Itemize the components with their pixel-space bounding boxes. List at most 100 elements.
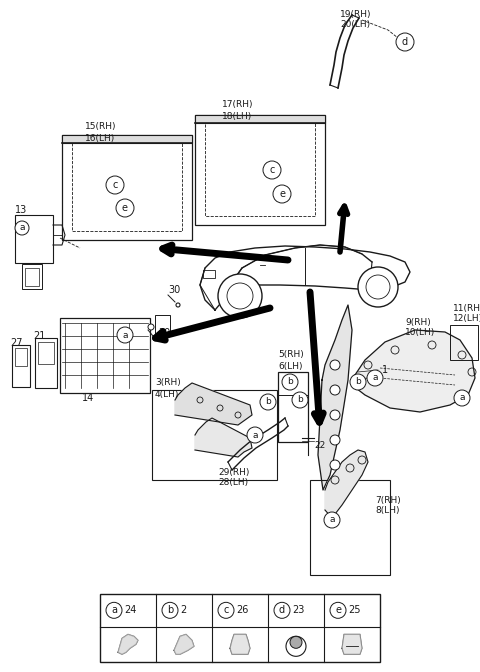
Text: 30: 30 (158, 328, 170, 338)
Text: c: c (112, 180, 118, 190)
Text: 13: 13 (15, 205, 27, 215)
Text: c: c (269, 165, 275, 175)
Circle shape (330, 602, 346, 618)
Text: b: b (265, 398, 271, 407)
Circle shape (396, 33, 414, 51)
Bar (203, 270, 215, 278)
Text: 4(LH): 4(LH) (155, 390, 180, 398)
Circle shape (330, 410, 340, 420)
Text: 28(LH): 28(LH) (218, 478, 248, 487)
Bar (450, 325, 478, 360)
Bar (62, 135, 192, 240)
Text: 27: 27 (10, 338, 23, 348)
Polygon shape (318, 305, 352, 490)
Text: b: b (287, 378, 293, 386)
Text: 24: 24 (124, 605, 136, 616)
Circle shape (15, 221, 29, 235)
Polygon shape (325, 450, 368, 518)
Bar (12, 345, 30, 387)
Bar (278, 372, 308, 442)
Bar (15, 215, 53, 263)
Text: 18(LH): 18(LH) (222, 112, 252, 120)
Text: 2: 2 (180, 605, 186, 616)
Circle shape (273, 185, 291, 203)
Circle shape (218, 602, 234, 618)
Text: a: a (111, 605, 117, 616)
Bar (35, 338, 57, 388)
Text: d: d (402, 37, 408, 47)
Bar (38, 342, 54, 364)
Bar (62, 135, 192, 143)
Bar (152, 390, 277, 480)
Text: a: a (252, 431, 258, 439)
Text: b: b (355, 378, 361, 386)
Text: 23: 23 (292, 605, 304, 616)
Circle shape (330, 435, 340, 445)
Polygon shape (230, 634, 250, 655)
Text: 11(RH): 11(RH) (453, 304, 480, 312)
Text: 1: 1 (382, 365, 388, 375)
Circle shape (358, 267, 398, 307)
Bar (310, 480, 390, 575)
Circle shape (282, 374, 298, 390)
Text: 7(RH): 7(RH) (375, 495, 401, 505)
Circle shape (292, 392, 308, 408)
Text: 19(RH): 19(RH) (340, 9, 372, 19)
Circle shape (148, 324, 154, 330)
Bar (100, 594, 380, 662)
Text: 25: 25 (348, 605, 360, 616)
Text: b: b (297, 396, 303, 405)
Circle shape (330, 360, 340, 370)
Text: a: a (122, 331, 128, 339)
Text: 16(LH): 16(LH) (85, 134, 115, 142)
Text: e: e (335, 605, 341, 616)
Circle shape (162, 602, 178, 618)
Text: a: a (19, 224, 25, 233)
Text: 30: 30 (168, 285, 180, 295)
Circle shape (260, 394, 276, 410)
Text: 5(RH): 5(RH) (278, 351, 304, 360)
Circle shape (116, 199, 134, 217)
Text: 29(RH): 29(RH) (218, 468, 250, 476)
Text: 6(LH): 6(LH) (278, 362, 302, 370)
Bar (205, 123, 315, 216)
Text: 20(LH): 20(LH) (340, 19, 370, 28)
Text: a: a (459, 394, 465, 403)
Polygon shape (352, 330, 475, 412)
Text: 10(LH): 10(LH) (405, 329, 435, 337)
Bar (195, 115, 325, 225)
Bar (25, 268, 39, 286)
Polygon shape (195, 418, 252, 457)
Text: c: c (223, 605, 228, 616)
Text: 9(RH): 9(RH) (405, 317, 431, 327)
Circle shape (330, 385, 340, 395)
Text: 17(RH): 17(RH) (222, 101, 253, 110)
Text: 14: 14 (82, 393, 94, 403)
Polygon shape (174, 634, 194, 655)
Circle shape (350, 374, 366, 390)
Text: a: a (372, 374, 378, 382)
Circle shape (106, 176, 124, 194)
Circle shape (454, 390, 470, 406)
Circle shape (367, 370, 383, 386)
Circle shape (274, 602, 290, 618)
Text: 21: 21 (33, 331, 46, 341)
Circle shape (218, 274, 262, 318)
Polygon shape (175, 383, 252, 425)
Text: 26: 26 (236, 605, 248, 616)
Circle shape (117, 327, 133, 343)
Text: 22: 22 (314, 441, 325, 450)
Polygon shape (118, 634, 138, 655)
Circle shape (263, 161, 281, 179)
Text: b: b (167, 605, 173, 616)
Text: d: d (279, 605, 285, 616)
Circle shape (247, 427, 263, 443)
Bar (72, 143, 182, 231)
Text: 8(LH): 8(LH) (375, 507, 399, 515)
Bar (15, 348, 27, 366)
Bar (60, 318, 150, 393)
Bar (22, 264, 42, 289)
Text: 3(RH): 3(RH) (155, 378, 181, 388)
Text: 15(RH): 15(RH) (85, 122, 117, 132)
Text: 12(LH): 12(LH) (453, 314, 480, 323)
